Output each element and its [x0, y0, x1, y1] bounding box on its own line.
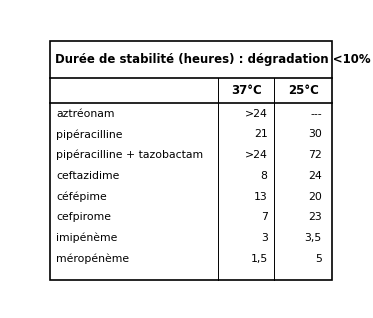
Text: >24: >24 — [245, 109, 267, 119]
Text: 3: 3 — [261, 233, 267, 243]
Text: cefpirome: cefpirome — [56, 212, 112, 222]
Text: 5: 5 — [315, 254, 322, 264]
Text: méropénème: méropénème — [56, 254, 129, 264]
Text: céfépime: céfépime — [56, 191, 107, 202]
Text: 21: 21 — [254, 129, 267, 139]
Text: >24: >24 — [245, 150, 267, 160]
Text: imipénème: imipénème — [56, 233, 118, 244]
Text: 23: 23 — [308, 212, 322, 222]
Text: pipéracilline + tazobactam: pipéracilline + tazobactam — [56, 150, 204, 160]
Text: 25°C: 25°C — [288, 84, 319, 97]
Text: 72: 72 — [308, 150, 322, 160]
Text: 24: 24 — [308, 171, 322, 181]
Text: 30: 30 — [308, 129, 322, 139]
Text: pipéracilline: pipéracilline — [56, 129, 123, 140]
Text: 3,5: 3,5 — [305, 233, 322, 243]
Text: 13: 13 — [254, 192, 267, 202]
Text: 37°C: 37°C — [231, 84, 261, 97]
Text: Durée de stabilité (heures) : dégradation <10%: Durée de stabilité (heures) : dégradatio… — [55, 53, 371, 66]
Text: ceftazidime: ceftazidime — [56, 171, 120, 181]
Text: aztréonam: aztréonam — [56, 109, 115, 119]
Text: 7: 7 — [261, 212, 267, 222]
Text: 20: 20 — [308, 192, 322, 202]
Text: 8: 8 — [261, 171, 267, 181]
Text: ---: --- — [310, 109, 322, 119]
Text: 1,5: 1,5 — [250, 254, 267, 264]
